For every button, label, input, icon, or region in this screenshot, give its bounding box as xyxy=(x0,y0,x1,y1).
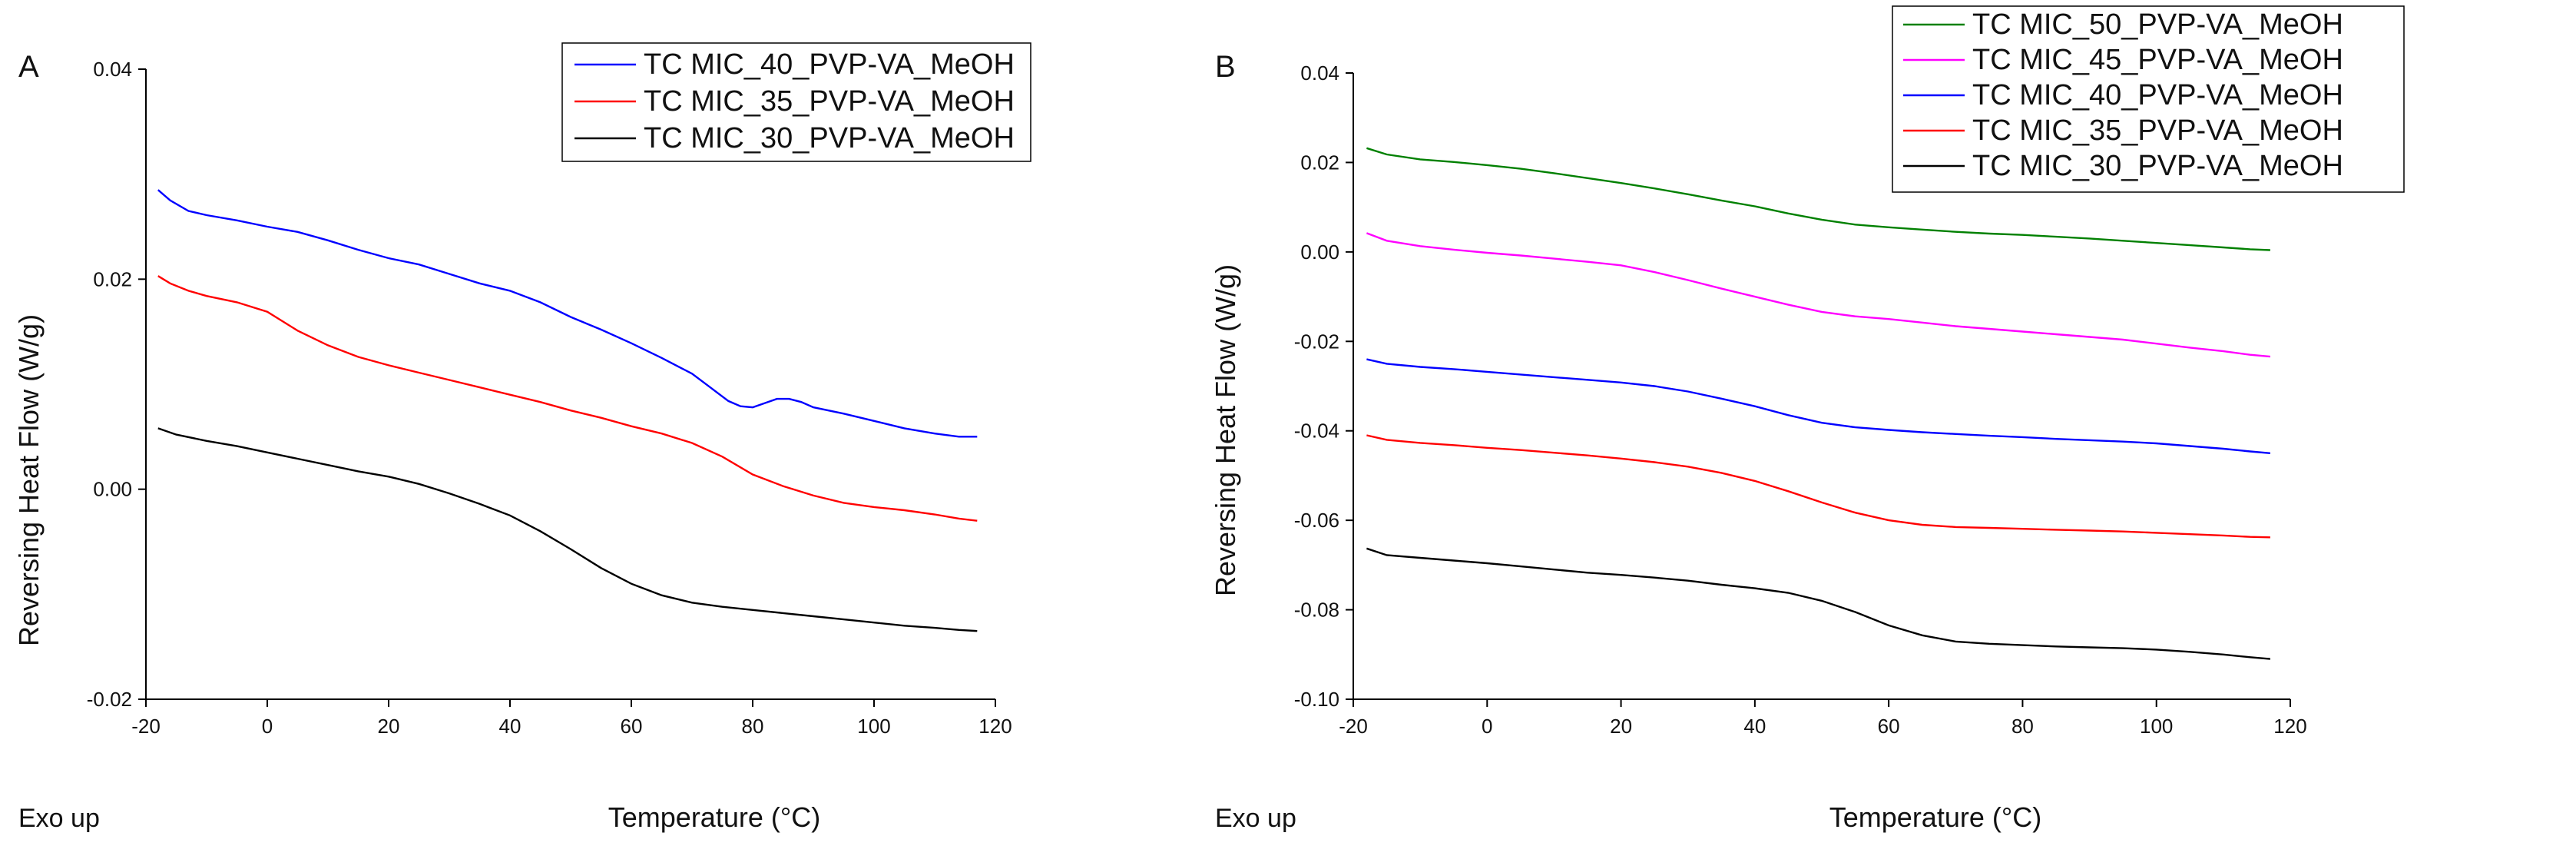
panel-b-x-axis-title: Temperature (°C) xyxy=(1829,801,2041,833)
panel-b-legend-label: TC MIC_50_PVP-VA_MeOH xyxy=(1972,8,2343,41)
panel-a-x-tick-label: -20 xyxy=(131,715,161,738)
panel-a-x-axis-title: Temperature (°C) xyxy=(608,801,820,833)
panel-a: A Exo up Temperature (°C) Reversing Heat… xyxy=(13,42,1031,833)
panel-b-exo-up-label: Exo up xyxy=(1215,804,1296,833)
panel-b-ticks: -20 0 20 40 60 80 100 120 -0.10 -0.08 -0.06 -0.04 -0… xyxy=(1294,61,2307,738)
panel-a-x-tick-label: 80 xyxy=(742,715,764,738)
panel-a-series-line-30-percent xyxy=(157,427,978,632)
panel-a-x-tick-label: 20 xyxy=(378,715,400,738)
panel-a-series-line-35-percent xyxy=(157,275,978,522)
panel-a-y-tick-label: 0.02 xyxy=(93,267,132,290)
panel-a-series-lines xyxy=(157,189,978,632)
panel-b-y-tick-label: 0.04 xyxy=(1300,61,1339,85)
panel-a-exo-up-label: Exo up xyxy=(18,804,100,833)
panel-b-x-tick-label: 40 xyxy=(1743,715,1766,738)
panel-b-y-tick-label: -0.04 xyxy=(1294,420,1339,443)
panel-b-x-tick-label: 100 xyxy=(2140,715,2173,738)
panel-b-y-tick-label: -0.02 xyxy=(1294,330,1339,353)
panel-b-y-tick-label: 0.00 xyxy=(1300,241,1339,264)
panel-b-legend-label: TC MIC_30_PVP-VA_MeOH xyxy=(1972,150,2343,182)
panel-b-x-tick-label: 20 xyxy=(1610,715,1632,738)
panel-b-y-tick-label: 0.02 xyxy=(1300,151,1339,174)
panel-b-x-tick-label: 120 xyxy=(2273,715,2306,738)
panel-a-letter: A xyxy=(18,50,39,84)
panel-b-y-tick-label: -0.08 xyxy=(1294,599,1339,622)
panel-b-series-line-35-percent xyxy=(1366,434,2270,539)
panel-b-series-line-45-percent xyxy=(1366,232,2271,358)
panel-a-x-tick-label: 120 xyxy=(978,715,1012,738)
panel-b-legend-label: TC MIC_35_PVP-VA_MeOH xyxy=(1972,114,2343,147)
panel-a-legend-items: TC MIC_40_PVP-VA_MeOH TC MIC_35_PVP-VA_Me… xyxy=(574,48,1015,154)
panel-a-y-tick-label: 0.04 xyxy=(93,58,132,81)
panel-b: B Exo up Temperature (°C) Reversing Heat… xyxy=(1210,5,2405,833)
panel-a-x-tick-label: 0 xyxy=(262,715,273,738)
panel-a-legend-box xyxy=(561,42,1031,162)
panel-a-y-tick-label: 0.00 xyxy=(93,478,132,501)
panel-a-y-axis-title: Reversing Heat Flow (W/g) xyxy=(13,314,45,646)
panel-a-ticks: -20 0 20 40 60 80 100 120 -0.02 0.00 0.02 0.04 xyxy=(87,58,1012,738)
panel-b-series-line-50-percent xyxy=(1366,147,2270,251)
panel-b-y-tick-label: -0.06 xyxy=(1294,509,1339,532)
panel-a-x-tick-label: 40 xyxy=(499,715,521,738)
panel-b-legend-box xyxy=(1892,5,2405,193)
panel-b-y-tick-label: -0.10 xyxy=(1294,688,1339,711)
panel-b-series-lines xyxy=(1366,147,2271,660)
panel-b-x-tick-label: 0 xyxy=(1482,715,1492,738)
panel-b-x-tick-label: 60 xyxy=(1878,715,1900,738)
panel-b-x-tick-label: 80 xyxy=(2011,715,2034,738)
panel-b-y-axis-title: Reversing Heat Flow (W/g) xyxy=(1210,264,1241,596)
panel-b-series-line-40-percent xyxy=(1366,358,2271,454)
panel-b-legend-label: TC MIC_45_PVP-VA_MeOH xyxy=(1972,44,2343,76)
panel-b-series-line-30-percent xyxy=(1366,547,2271,660)
panel-a-legend: TC MIC_40_PVP-VA_MeOH TC MIC_35_PVP-VA_Me… xyxy=(561,42,1031,162)
panel-b-x-tick-label: -20 xyxy=(1339,715,1368,738)
panel-a-x-tick-label: 100 xyxy=(857,715,890,738)
panel-b-letter: B xyxy=(1215,50,1236,84)
panel-a-legend-label: TC MIC_30_PVP-VA_MeOH xyxy=(644,122,1015,154)
panel-a-legend-label: TC MIC_40_PVP-VA_MeOH xyxy=(644,48,1015,81)
panel-a-legend-label: TC MIC_35_PVP-VA_MeOH xyxy=(644,85,1015,118)
panel-a-y-tick-label: -0.02 xyxy=(87,688,132,711)
panel-a-series-line-40-percent xyxy=(157,189,978,438)
panel-b-legend-label: TC MIC_40_PVP-VA_MeOH xyxy=(1972,79,2343,111)
panel-a-x-tick-label: 60 xyxy=(621,715,643,738)
